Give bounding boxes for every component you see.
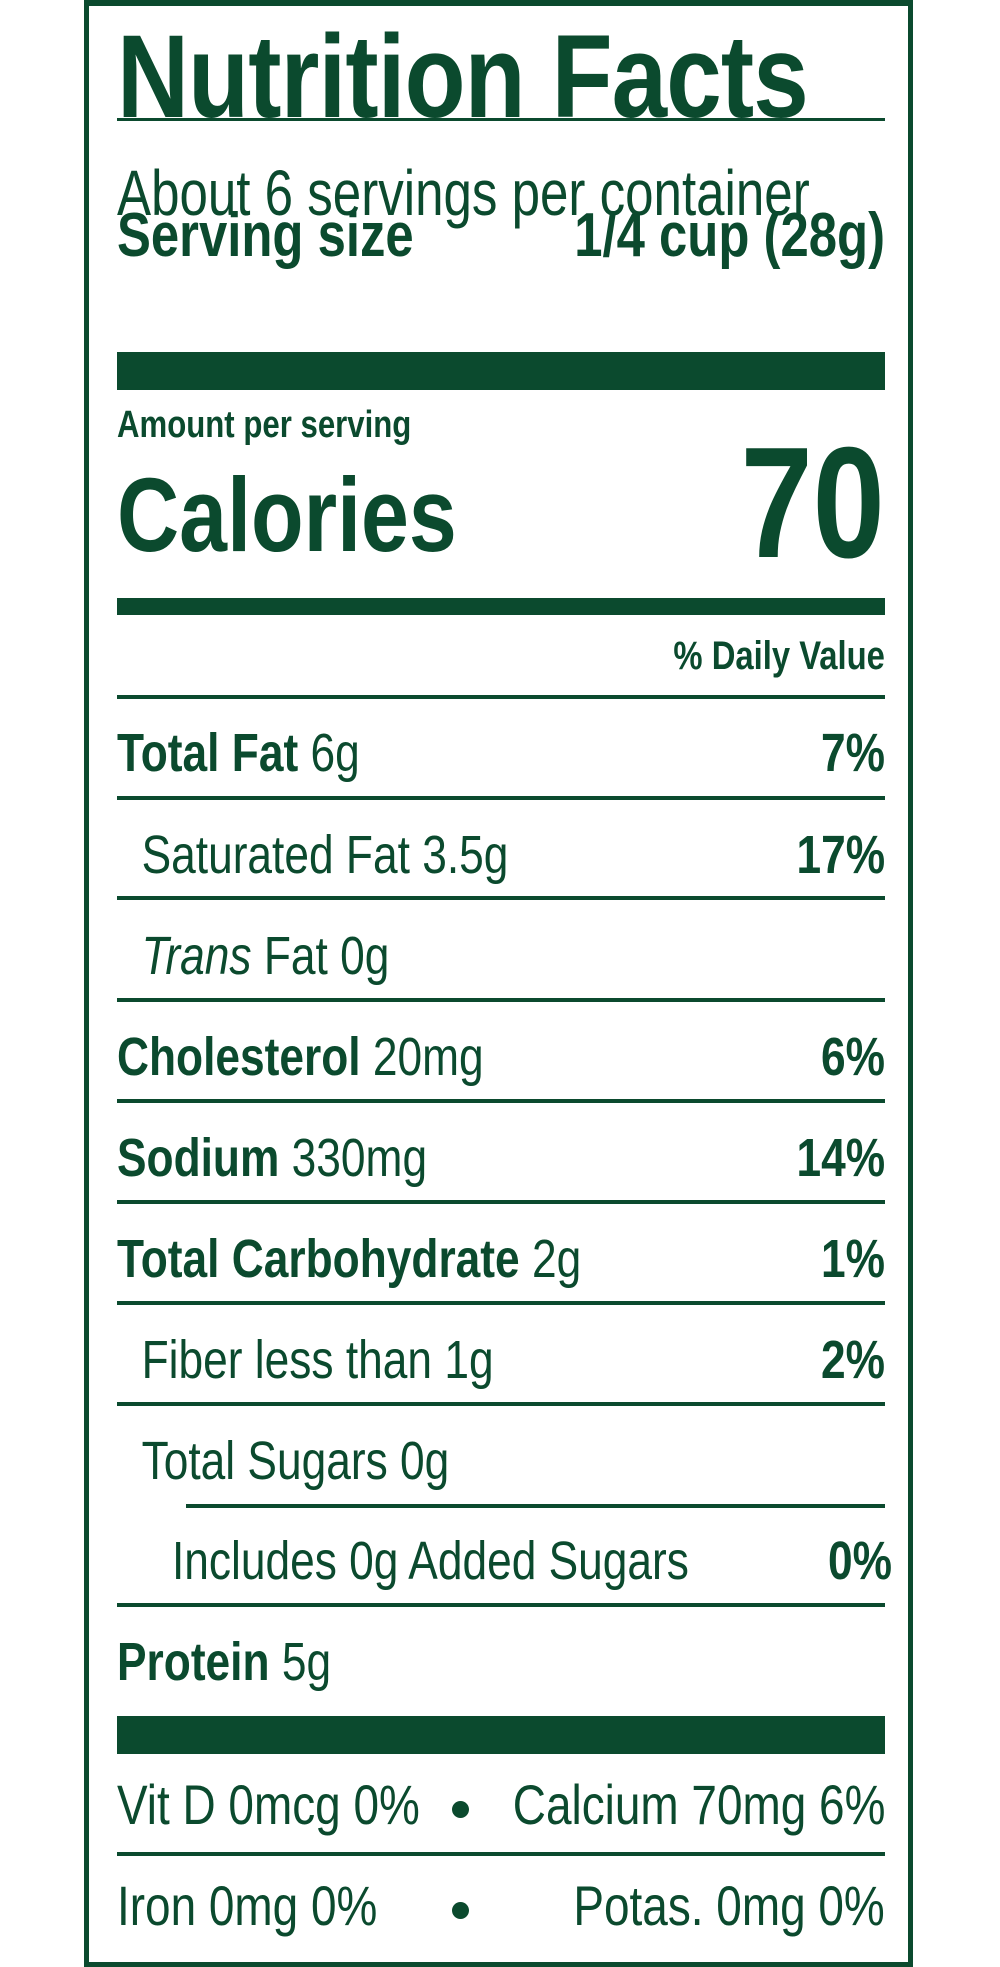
label-title: Nutrition Facts [117,11,809,143]
nutrient-row-total-fat: Total Fat 6g 7% [117,726,885,786]
nutrient-amount: 0g [400,1431,450,1491]
nutrient-name-italic: Trans [141,926,252,986]
thick-rule-top [117,352,885,390]
nutrient-row-trans-fat: Trans Fat 0g [117,929,885,989]
nutrient-dv: 6% [821,1027,885,1087]
bullet-icon [452,1801,469,1818]
nutrient-dv: 7% [821,723,885,783]
calories-rule [117,598,885,615]
nutrient-name: Total Carbohydrate [117,1229,520,1289]
nutrient-name: Fiber less than [141,1330,433,1390]
calories-label: Calories [117,457,457,574]
nutrient-row-cholesterol: Cholesterol 20mg 6% [117,1030,885,1090]
vitamin-rule [117,1852,885,1856]
nutrient-amount: 1g [444,1330,494,1390]
rule-7 [117,1301,885,1305]
nutrient-row-fiber: Fiber less than 1g 2% [117,1333,885,1393]
serving-size-value: 1/4 cup (28g) [574,201,885,270]
title-rule [117,118,885,121]
nutrient-name: Protein [117,1632,270,1692]
nutrient-row-saturated-fat: Saturated Fat 3.5g 17% [117,828,885,888]
nutrient-dv: 17% [796,825,885,885]
thick-rule-bottom [117,1716,885,1754]
rule-2 [117,796,885,800]
nutrition-label-border [84,0,913,1967]
nutrient-name: Includes 0g Added Sugars [171,1531,689,1591]
rule-10 [117,1603,885,1607]
nutrient-dv: 2% [821,1330,885,1390]
nutrient-name: Total Fat [117,723,299,783]
nutrient-amount: 5g [281,1632,332,1692]
nutrient-dv: 1% [821,1229,885,1289]
calories-value: 70 [740,415,885,591]
nutrient-dv: 14% [796,1128,885,1188]
nutrient-amount: 2g [531,1229,582,1289]
rule-4 [117,998,885,1002]
nutrient-row-total-carbohydrate: Total Carbohydrate 2g 1% [117,1232,885,1292]
vitamin-d: Vit D 0mcg 0% [117,1773,420,1836]
amount-per-serving: Amount per serving [117,404,412,446]
calcium: Calcium 70mg 6% [512,1773,885,1836]
daily-value-header: % Daily Value [673,634,885,678]
nutrient-amount: 0g [340,926,390,986]
nutrient-row-sodium: Sodium 330mg 14% [117,1131,885,1191]
rule-8 [117,1402,885,1406]
bullet-icon [452,1902,469,1919]
nutrient-row-protein: Protein 5g [117,1635,885,1695]
nutrient-amount: 20mg [372,1027,484,1087]
serving-size-label: Serving size [117,201,414,270]
nutrient-amount: 330mg [291,1128,428,1188]
nutrient-name: Cholesterol [117,1027,361,1087]
serving-size-row: Serving size 1/4 cup (28g) [117,205,885,269]
servings-per-container: About 6 servings per container [117,157,810,229]
rule-6 [117,1200,885,1204]
nutrient-name: Sodium [117,1128,280,1188]
rule-9-indented [186,1504,885,1508]
nutrient-name: Saturated Fat [141,825,410,885]
iron: Iron 0mg 0% [117,1874,378,1937]
nutrient-row-added-sugars: Includes 0g Added Sugars 0% [117,1531,893,1594]
potassium: Potas. 0mg 0% [573,1874,885,1937]
nutrient-name: Fat [263,926,328,986]
nutrient-amount: 6g [310,723,360,783]
nutrient-name: Total Sugars [141,1431,388,1491]
rule-1 [117,695,885,699]
nutrient-row-total-sugars: Total Sugars 0g [117,1434,885,1494]
nutrient-dv: 0% [828,1531,893,1591]
rule-3 [117,896,885,900]
rule-5 [117,1099,885,1103]
nutrient-amount: 3.5g [422,825,509,885]
